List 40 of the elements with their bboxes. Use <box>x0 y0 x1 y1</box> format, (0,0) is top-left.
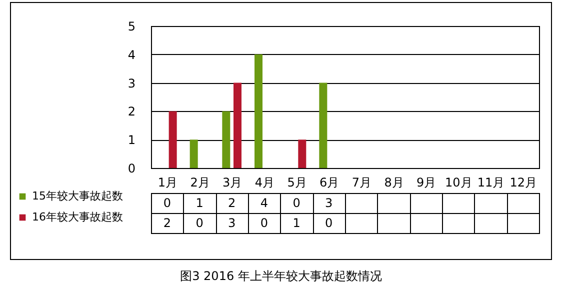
x-tick-label: 5月 <box>287 176 307 190</box>
legend-label: 16年较大事故起数 <box>32 210 123 224</box>
x-tick-label: 12月 <box>510 176 537 190</box>
y-tick-label: 3 <box>128 76 136 90</box>
x-tick-label: 3月 <box>222 176 242 190</box>
bar <box>168 111 177 168</box>
bar <box>319 82 328 168</box>
x-tick-label: 2月 <box>190 176 210 190</box>
y-tick-label: 4 <box>128 48 136 62</box>
x-tick-label: 1月 <box>158 176 178 190</box>
text: 图3 2016 年上半年较大事故起数情况 <box>179 268 383 285</box>
legend-label: 15年较大事故起数 <box>32 190 123 202</box>
bar <box>222 111 230 168</box>
data-label: 2 <box>163 216 171 230</box>
data-label: 1 <box>196 196 204 210</box>
data-label: 0 <box>260 216 268 230</box>
bar <box>254 54 263 168</box>
data-label: 2 <box>228 196 236 210</box>
y-tick-label: 1 <box>128 133 136 148</box>
y-tick-label: 5 <box>128 20 136 34</box>
data-label: 3 <box>228 216 236 230</box>
data-label: 0 <box>292 196 300 210</box>
x-tick-label: 6月 <box>320 176 340 190</box>
x-tick-label: 8月 <box>384 176 404 190</box>
bar <box>233 82 242 168</box>
y-tick-label: 0 <box>128 162 136 176</box>
bar <box>298 140 306 168</box>
x-tick-label: 7月 <box>352 176 372 190</box>
x-tick-label: 4月 <box>254 176 274 190</box>
data-label: 0 <box>325 216 333 230</box>
x-tick-label: 10月 <box>445 176 472 190</box>
y-tick-label: 2 <box>128 104 136 119</box>
data-label: 4 <box>260 196 268 210</box>
data-label: 0 <box>163 196 171 210</box>
data-label: 1 <box>292 216 300 230</box>
data-label: 3 <box>325 196 333 210</box>
x-tick-label: 9月 <box>416 176 436 190</box>
bar <box>190 140 198 168</box>
data-label: 0 <box>196 216 204 230</box>
x-tick-label: 11月 <box>477 176 505 190</box>
